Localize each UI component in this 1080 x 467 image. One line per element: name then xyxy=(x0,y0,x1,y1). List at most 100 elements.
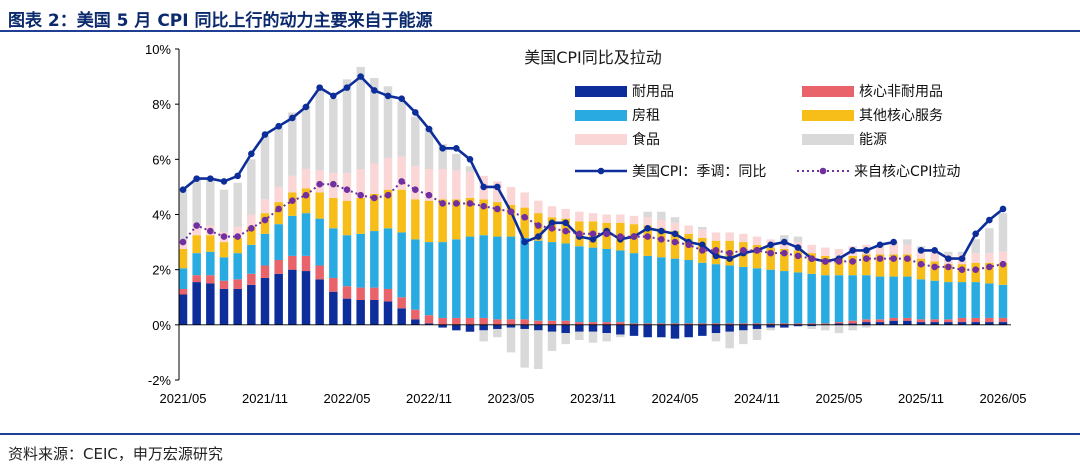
bar-segment-2-11 xyxy=(329,228,338,278)
bar-segment-4-52 xyxy=(889,244,898,255)
bar-segment-2-49 xyxy=(848,275,857,321)
bar-segment-3-19 xyxy=(438,199,447,243)
bar-segment-3-51 xyxy=(875,254,885,277)
bar-segment-2-10 xyxy=(315,218,324,266)
bar-segment-2-37 xyxy=(684,260,693,324)
bar-segment-4-21 xyxy=(465,171,475,198)
legend-marker xyxy=(819,167,827,175)
bar-segment-1-29 xyxy=(575,322,584,325)
bar-segment-1-48 xyxy=(834,322,844,324)
bar-segment-2-39 xyxy=(711,264,721,324)
legend-swatch xyxy=(575,110,627,121)
bar-segment-0-17 xyxy=(411,319,420,325)
bar-segment-0-51 xyxy=(875,322,885,325)
bar-segment-0-15 xyxy=(383,301,393,325)
bar-segment-2-42 xyxy=(752,268,762,324)
bar-segment-4-17 xyxy=(411,166,420,200)
line-point-0-54 xyxy=(917,247,925,254)
bar-segment-5-0 xyxy=(178,189,188,241)
bar-layer xyxy=(178,66,1008,369)
bar-segment-5-59 xyxy=(985,228,994,254)
bar-segment-1-19 xyxy=(438,317,447,325)
bar-segment-5-8 xyxy=(288,112,297,176)
bar-segment-1-30 xyxy=(588,322,598,325)
bar-segment-0-49 xyxy=(848,323,857,325)
line-point-0-2 xyxy=(207,175,214,182)
bar-segment-0-36 xyxy=(670,324,680,339)
bar-segment-5-49 xyxy=(848,324,857,331)
bar-segment-4-20 xyxy=(452,170,461,200)
bar-segment-2-7 xyxy=(274,224,283,261)
line-point-0-23 xyxy=(494,183,501,191)
bar-segment-5-17 xyxy=(411,116,420,167)
bar-segment-5-29 xyxy=(575,331,584,341)
legend-label: 能源 xyxy=(859,132,887,148)
line-point-0-8 xyxy=(289,114,296,122)
line-point-0-19 xyxy=(439,145,446,152)
bar-segment-2-58 xyxy=(971,282,980,318)
bar-segment-5-47 xyxy=(821,324,830,331)
bar-segment-3-22 xyxy=(479,199,488,236)
line-point-1-40 xyxy=(726,249,733,257)
bar-segment-4-46 xyxy=(807,244,816,254)
bar-segment-5-5 xyxy=(247,159,256,215)
line-point-0-13 xyxy=(357,73,364,80)
legend-label: 核心非耐用品 xyxy=(859,84,943,100)
bar-segment-5-7 xyxy=(274,126,283,187)
bar-segment-5-41 xyxy=(739,330,748,345)
bar-segment-3-42 xyxy=(752,244,762,269)
x-tick-label: 2023/11 xyxy=(570,391,616,406)
bar-segment-3-2 xyxy=(206,235,215,252)
legend-swatch xyxy=(802,110,854,121)
bar-segment-4-36 xyxy=(670,222,680,232)
line-point-0-27 xyxy=(548,219,556,227)
bar-segment-1-32 xyxy=(616,322,625,325)
bar-segment-1-9 xyxy=(301,255,311,272)
bar-segment-1-22 xyxy=(479,317,488,325)
bar-segment-4-47 xyxy=(821,247,830,256)
line-point-1-16 xyxy=(398,178,405,185)
bar-segment-5-21 xyxy=(465,166,475,172)
line-point-1-28 xyxy=(562,227,569,235)
bar-segment-5-26 xyxy=(534,330,543,369)
bar-segment-2-8 xyxy=(288,215,297,256)
bar-segment-1-31 xyxy=(602,322,611,325)
bar-segment-3-24 xyxy=(506,204,516,237)
line-point-1-25 xyxy=(521,213,528,221)
bar-segment-4-9 xyxy=(301,168,311,189)
bar-segment-4-7 xyxy=(274,186,283,203)
line-point-0-57 xyxy=(958,255,966,262)
bar-segment-1-54 xyxy=(916,319,926,323)
bar-segment-3-20 xyxy=(452,199,461,240)
bar-segment-1-41 xyxy=(739,323,748,325)
x-tick-label: 2022/11 xyxy=(406,391,452,406)
bar-segment-1-35 xyxy=(657,323,666,325)
bar-segment-0-43 xyxy=(766,324,775,328)
bar-segment-2-33 xyxy=(629,253,639,324)
bar-segment-1-39 xyxy=(711,323,721,325)
line-point-1-9 xyxy=(302,191,310,199)
bar-segment-3-25 xyxy=(520,207,529,238)
bar-segment-3-35 xyxy=(657,228,666,258)
bar-segment-1-47 xyxy=(821,323,830,325)
bar-segment-3-6 xyxy=(260,213,270,234)
bar-segment-2-23 xyxy=(493,236,502,320)
bar-segment-2-20 xyxy=(452,239,461,318)
bar-segment-3-46 xyxy=(807,253,816,274)
line-point-1-36 xyxy=(671,238,679,246)
line-point-0-10 xyxy=(316,84,323,91)
bar-segment-2-44 xyxy=(780,271,789,324)
bar-segment-1-24 xyxy=(506,319,516,325)
bar-segment-2-36 xyxy=(670,258,680,324)
line-point-1-14 xyxy=(371,194,378,202)
line-point-1-39 xyxy=(712,247,720,254)
bar-segment-1-3 xyxy=(219,280,229,289)
bar-segment-1-58 xyxy=(971,317,980,323)
line-point-0-45 xyxy=(794,244,802,251)
bar-segment-2-43 xyxy=(766,269,775,324)
bar-segment-1-56 xyxy=(944,319,953,323)
bar-segment-5-53 xyxy=(903,239,912,245)
bar-segment-5-10 xyxy=(315,90,324,171)
line-point-1-3 xyxy=(220,233,228,240)
bar-segment-3-11 xyxy=(329,197,338,229)
